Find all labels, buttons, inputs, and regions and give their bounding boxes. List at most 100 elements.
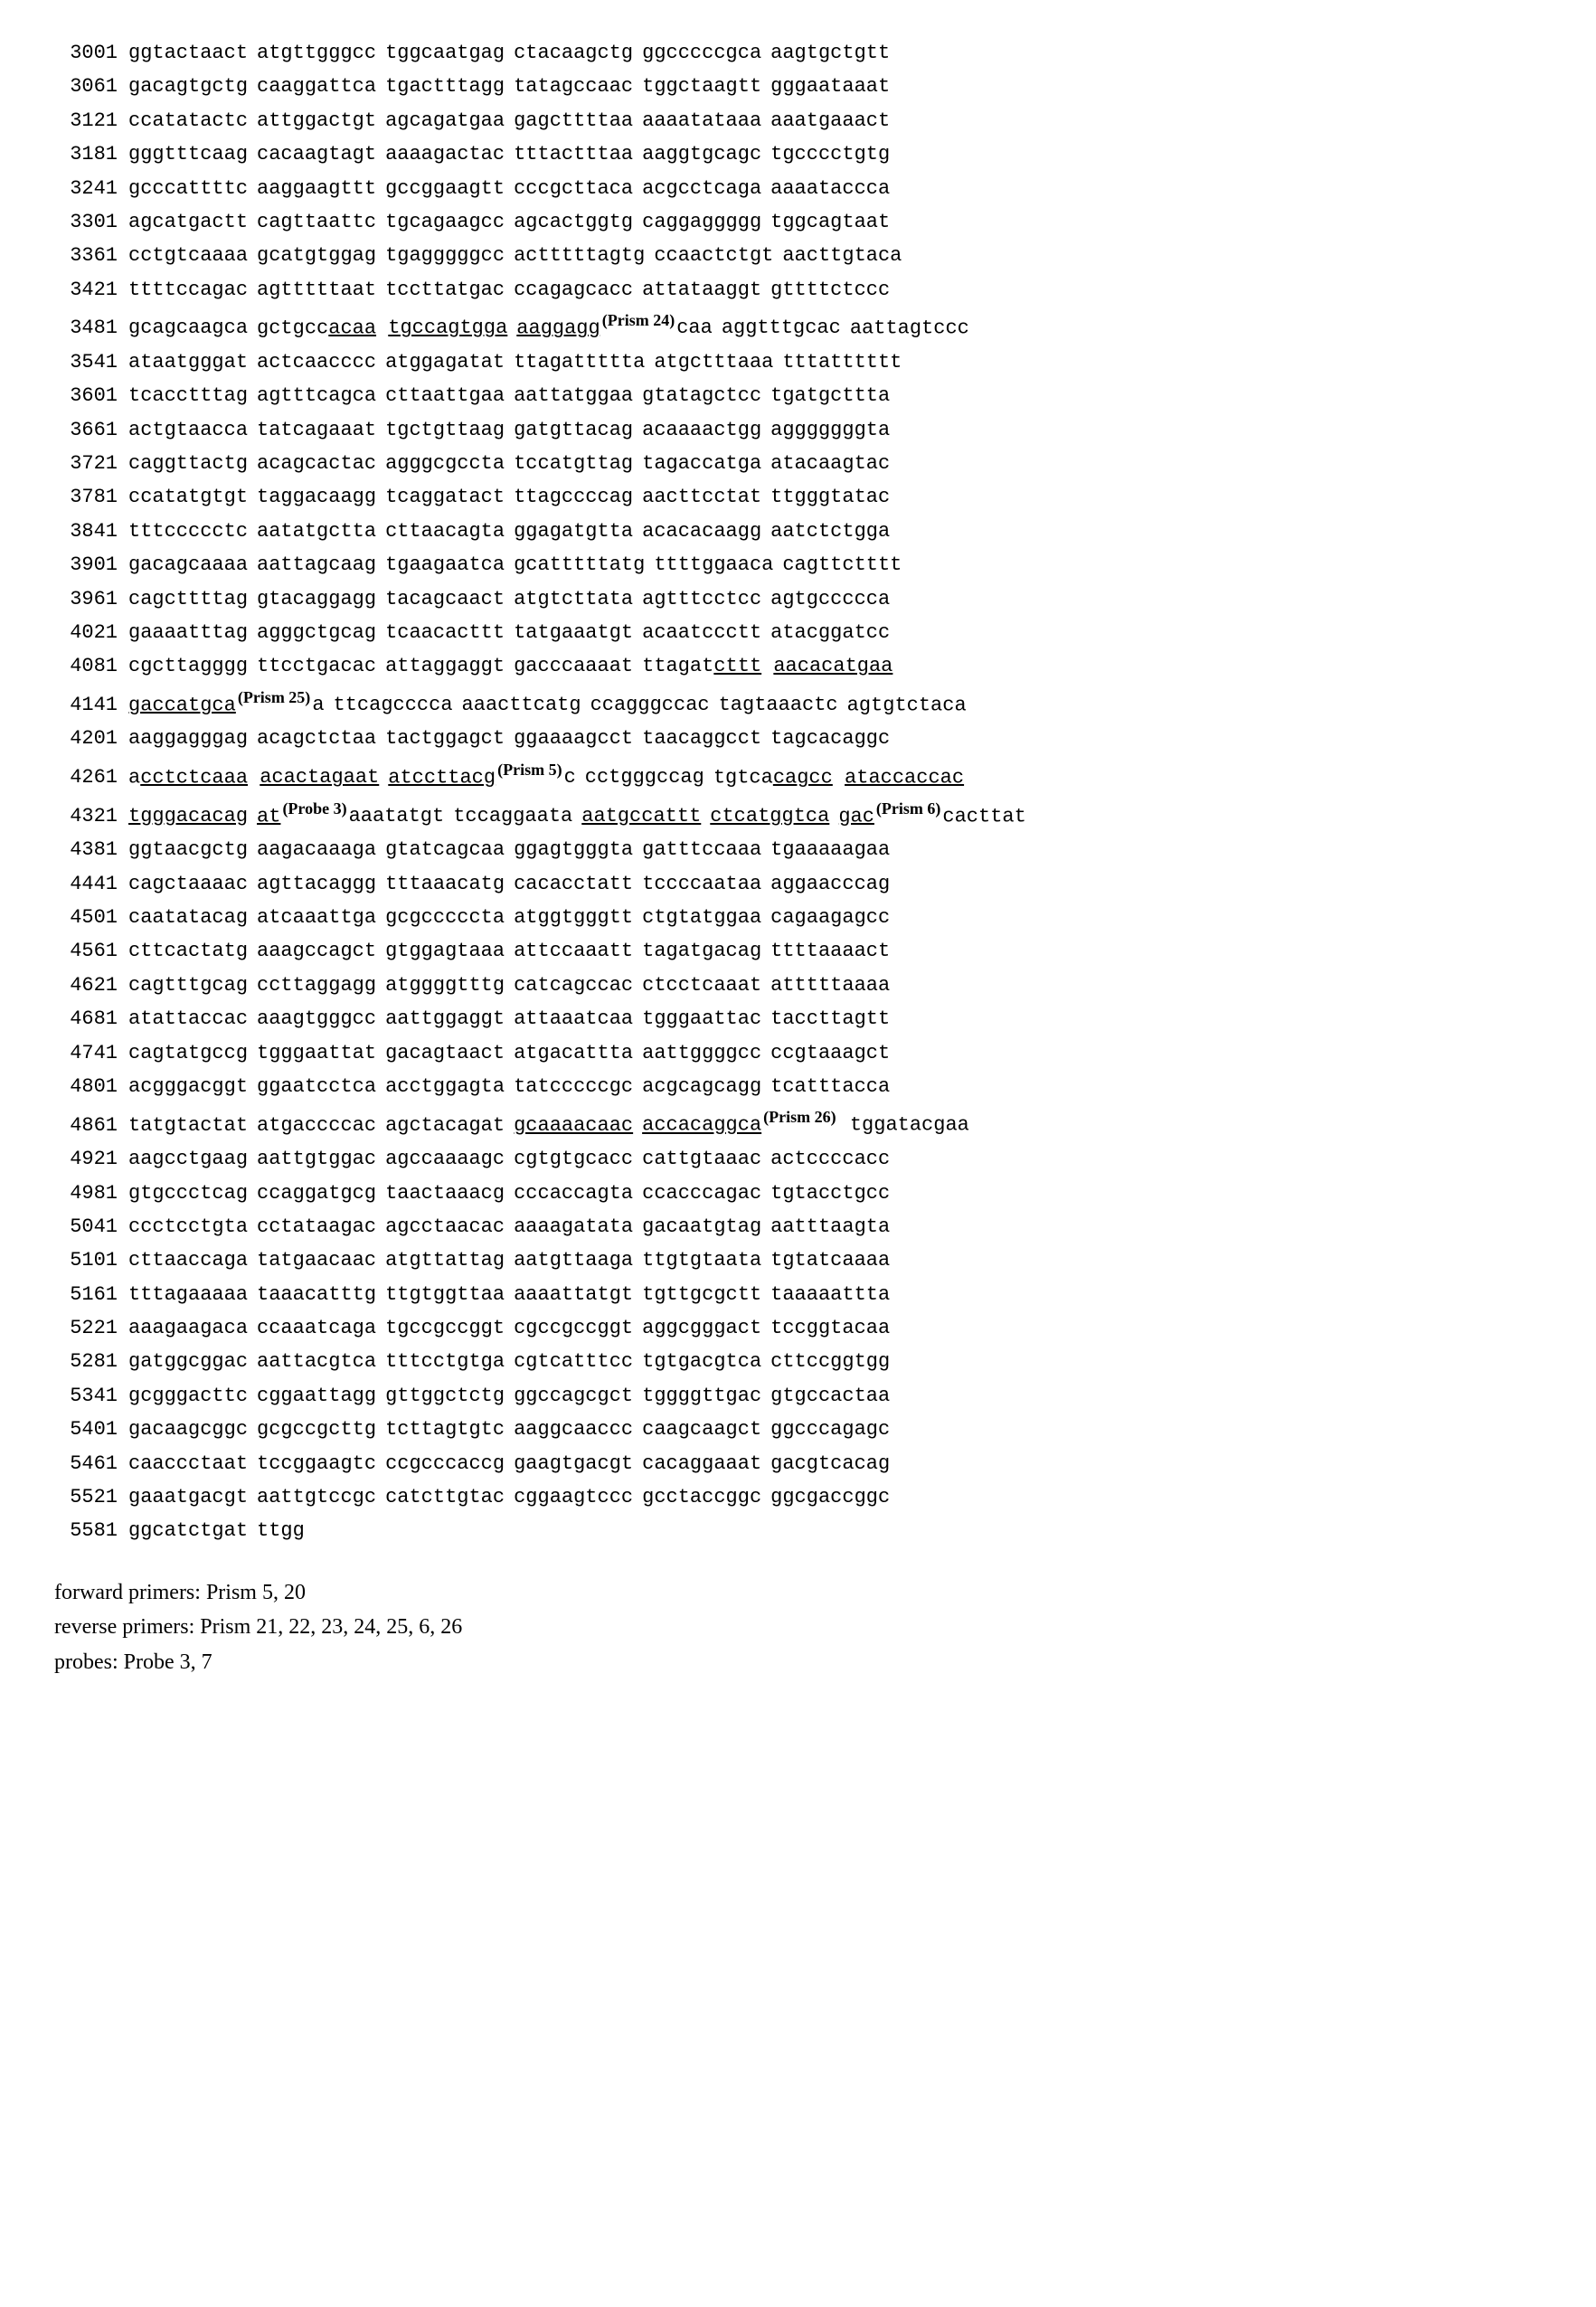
sequence-group: gaagtgacgt xyxy=(514,1452,633,1475)
sequence-row: 5461caaccctaattccggaagtcccgcccaccggaagtg… xyxy=(54,1447,1542,1480)
sequence-segment: tgtca xyxy=(713,766,773,789)
sequence-row: 5281gatggcggacaattacgtcatttcctgtgacgtcat… xyxy=(54,1345,1542,1378)
sequence-group: aacttgtaca xyxy=(782,244,902,267)
sequence-group: gtacaggagg xyxy=(257,588,376,610)
sequence-group: aaggagggag xyxy=(128,727,248,750)
sequence-row: 3841tttccccctcaatatgcttacttaacagtaggagat… xyxy=(54,515,1542,548)
sequence-group: aaagtgggcc xyxy=(257,1007,376,1030)
sequence-segment: ttcctgacac xyxy=(257,655,376,677)
position-number: 3841 xyxy=(54,515,118,548)
sequence-group: tcatttacca xyxy=(770,1075,890,1098)
position-number: 5521 xyxy=(54,1480,118,1514)
sequence-group: ttttaaaact xyxy=(770,940,890,962)
sequence-group: ggagatgtta xyxy=(514,520,633,543)
primer-region: at xyxy=(257,805,280,827)
sequence-group: tgctgttaag xyxy=(385,419,505,441)
sequence-group: tagatgacag xyxy=(642,940,761,962)
sequence-group: ggaatcctca xyxy=(257,1075,376,1098)
sequence-group: cacaggaaat xyxy=(642,1452,761,1475)
sequence-group: tccatgttag xyxy=(514,452,633,475)
sequence-group: tttatttttt xyxy=(782,351,902,373)
sequence-group: cacacctatt xyxy=(514,873,633,895)
sequence-row: 4921aagcctgaagaattgtggacagccaaaagccgtgtg… xyxy=(54,1142,1542,1176)
sequence-group: attggactgt xyxy=(257,109,376,132)
sequence-group: ggcgaccggc xyxy=(770,1486,890,1508)
sequence-group: ttttccagac xyxy=(128,279,248,301)
position-number: 5101 xyxy=(54,1243,118,1277)
sequence-group: cgtcatttcc xyxy=(514,1350,633,1373)
sequence-group: aaaagatata xyxy=(514,1215,633,1238)
sequence-group: acagctctaa xyxy=(257,727,376,750)
position-number: 4921 xyxy=(54,1142,118,1176)
sequence-group: acacacaagg xyxy=(642,520,761,543)
sequence-segment: tatgtactat xyxy=(128,1114,248,1137)
sequence-group: ttagccccag xyxy=(514,486,633,508)
sequence-group: tgccgccggt xyxy=(385,1317,505,1339)
sequence-row: 3241gcccattttcaaggaagtttgccggaagttcccgct… xyxy=(54,172,1542,205)
sequence-group: cttccggtgg xyxy=(770,1350,890,1373)
sequence-row: 4321tgggacacagat(Probe 3)aaatatgttccagga… xyxy=(54,795,1542,834)
sequence-group: aaggaagttt xyxy=(257,177,376,200)
sequence-group: acagcactac xyxy=(257,452,376,475)
sequence-group: aatctctgga xyxy=(770,520,890,543)
position-number: 3421 xyxy=(54,273,118,307)
sequence-group: acgcagcagg xyxy=(642,1075,761,1098)
primer-region: ataccaccac xyxy=(845,766,964,789)
primer-region: acaa xyxy=(328,317,376,339)
sequence-group: agtttcctcc xyxy=(642,588,761,610)
footer-line: probes: Probe 3, 7 xyxy=(54,1645,1542,1679)
sequence-segment: gctgcc xyxy=(257,317,328,339)
sequence-group: tccttatgac xyxy=(385,279,505,301)
position-number: 3301 xyxy=(54,205,118,239)
annotation-label: (Prism 6) xyxy=(876,799,940,818)
sequence-row: 3181gggtttcaagcacaagtagtaaaagactactttact… xyxy=(54,137,1542,171)
sequence-group: tgtatcaaaa xyxy=(770,1249,890,1272)
sequence-group: ccaaatcaga xyxy=(257,1317,376,1339)
position-number: 4621 xyxy=(54,969,118,1002)
sequence-group: ccagagcacc xyxy=(514,279,633,301)
position-number: 5581 xyxy=(54,1514,118,1547)
sequence-group: gccggaagtt xyxy=(385,177,505,200)
sequence-group: tcttagtgtc xyxy=(385,1418,505,1441)
position-number: 5461 xyxy=(54,1447,118,1480)
primer-region: cagcc xyxy=(773,766,833,789)
sequence-group: gtgccctcag xyxy=(128,1182,248,1205)
position-number: 3901 xyxy=(54,548,118,581)
sequence-group: aaggcaaccc xyxy=(514,1418,633,1441)
annotation-label: (Prism 26) xyxy=(763,1108,836,1126)
sequence-group: gtgccactaa xyxy=(770,1385,890,1407)
sequence-group: cttaattgaa xyxy=(385,384,505,407)
sequence-group: taacaggcct xyxy=(642,727,761,750)
sequence-group: agcagatgaa xyxy=(385,109,505,132)
sequence-group: tttccccctc xyxy=(128,520,248,543)
sequence-group: tgatgcttta xyxy=(770,384,890,407)
sequence-group: gcgccgcttg xyxy=(257,1418,376,1441)
sequence-row: 4081cgcttaggggttcctgacacattaggaggtgaccca… xyxy=(54,649,1542,683)
sequence-row: 4861tatgtactatatgaccccacagctacagatgcaaaa… xyxy=(54,1103,1542,1142)
sequence-group: atggagatat xyxy=(385,351,505,373)
sequence-group: tccggaagtc xyxy=(257,1452,376,1475)
position-number: 4201 xyxy=(54,722,118,755)
sequence-group: gatgttacag xyxy=(514,419,633,441)
sequence-group: caggttactg xyxy=(128,452,248,475)
sequence-segment xyxy=(248,766,260,789)
position-number: 4561 xyxy=(54,934,118,968)
primer-region: aatgccattt xyxy=(581,805,701,827)
sequence-row: 5101cttaaccagatatgaacaacatgttattagaatgtt… xyxy=(54,1243,1542,1277)
position-number: 4861 xyxy=(54,1109,118,1142)
position-number: 4681 xyxy=(54,1002,118,1035)
sequence-group: gaaatgacgt xyxy=(128,1486,248,1508)
sequence-group: actttttagtg xyxy=(514,244,645,267)
sequence-group: ccaggatgcg xyxy=(257,1182,376,1205)
sequence-group: ggtactaact xyxy=(128,42,248,64)
sequence-row: 5221aaagaagacaccaaatcagatgccgccggtcgccgc… xyxy=(54,1311,1542,1345)
sequence-group: caggaggggg xyxy=(642,211,761,233)
sequence-group: ttgggtatac xyxy=(770,486,890,508)
sequence-row: 4201aaggagggagacagctctaatactggagctggaaaa… xyxy=(54,722,1542,755)
sequence-group: cggaattagg xyxy=(257,1385,376,1407)
sequence-group: tggcagtaat xyxy=(770,211,890,233)
sequence-group: tgtgacgtca xyxy=(642,1350,761,1373)
sequence-group: taccttagtt xyxy=(770,1007,890,1030)
sequence-group: tccccaataa xyxy=(642,873,761,895)
position-number: 4741 xyxy=(54,1036,118,1070)
